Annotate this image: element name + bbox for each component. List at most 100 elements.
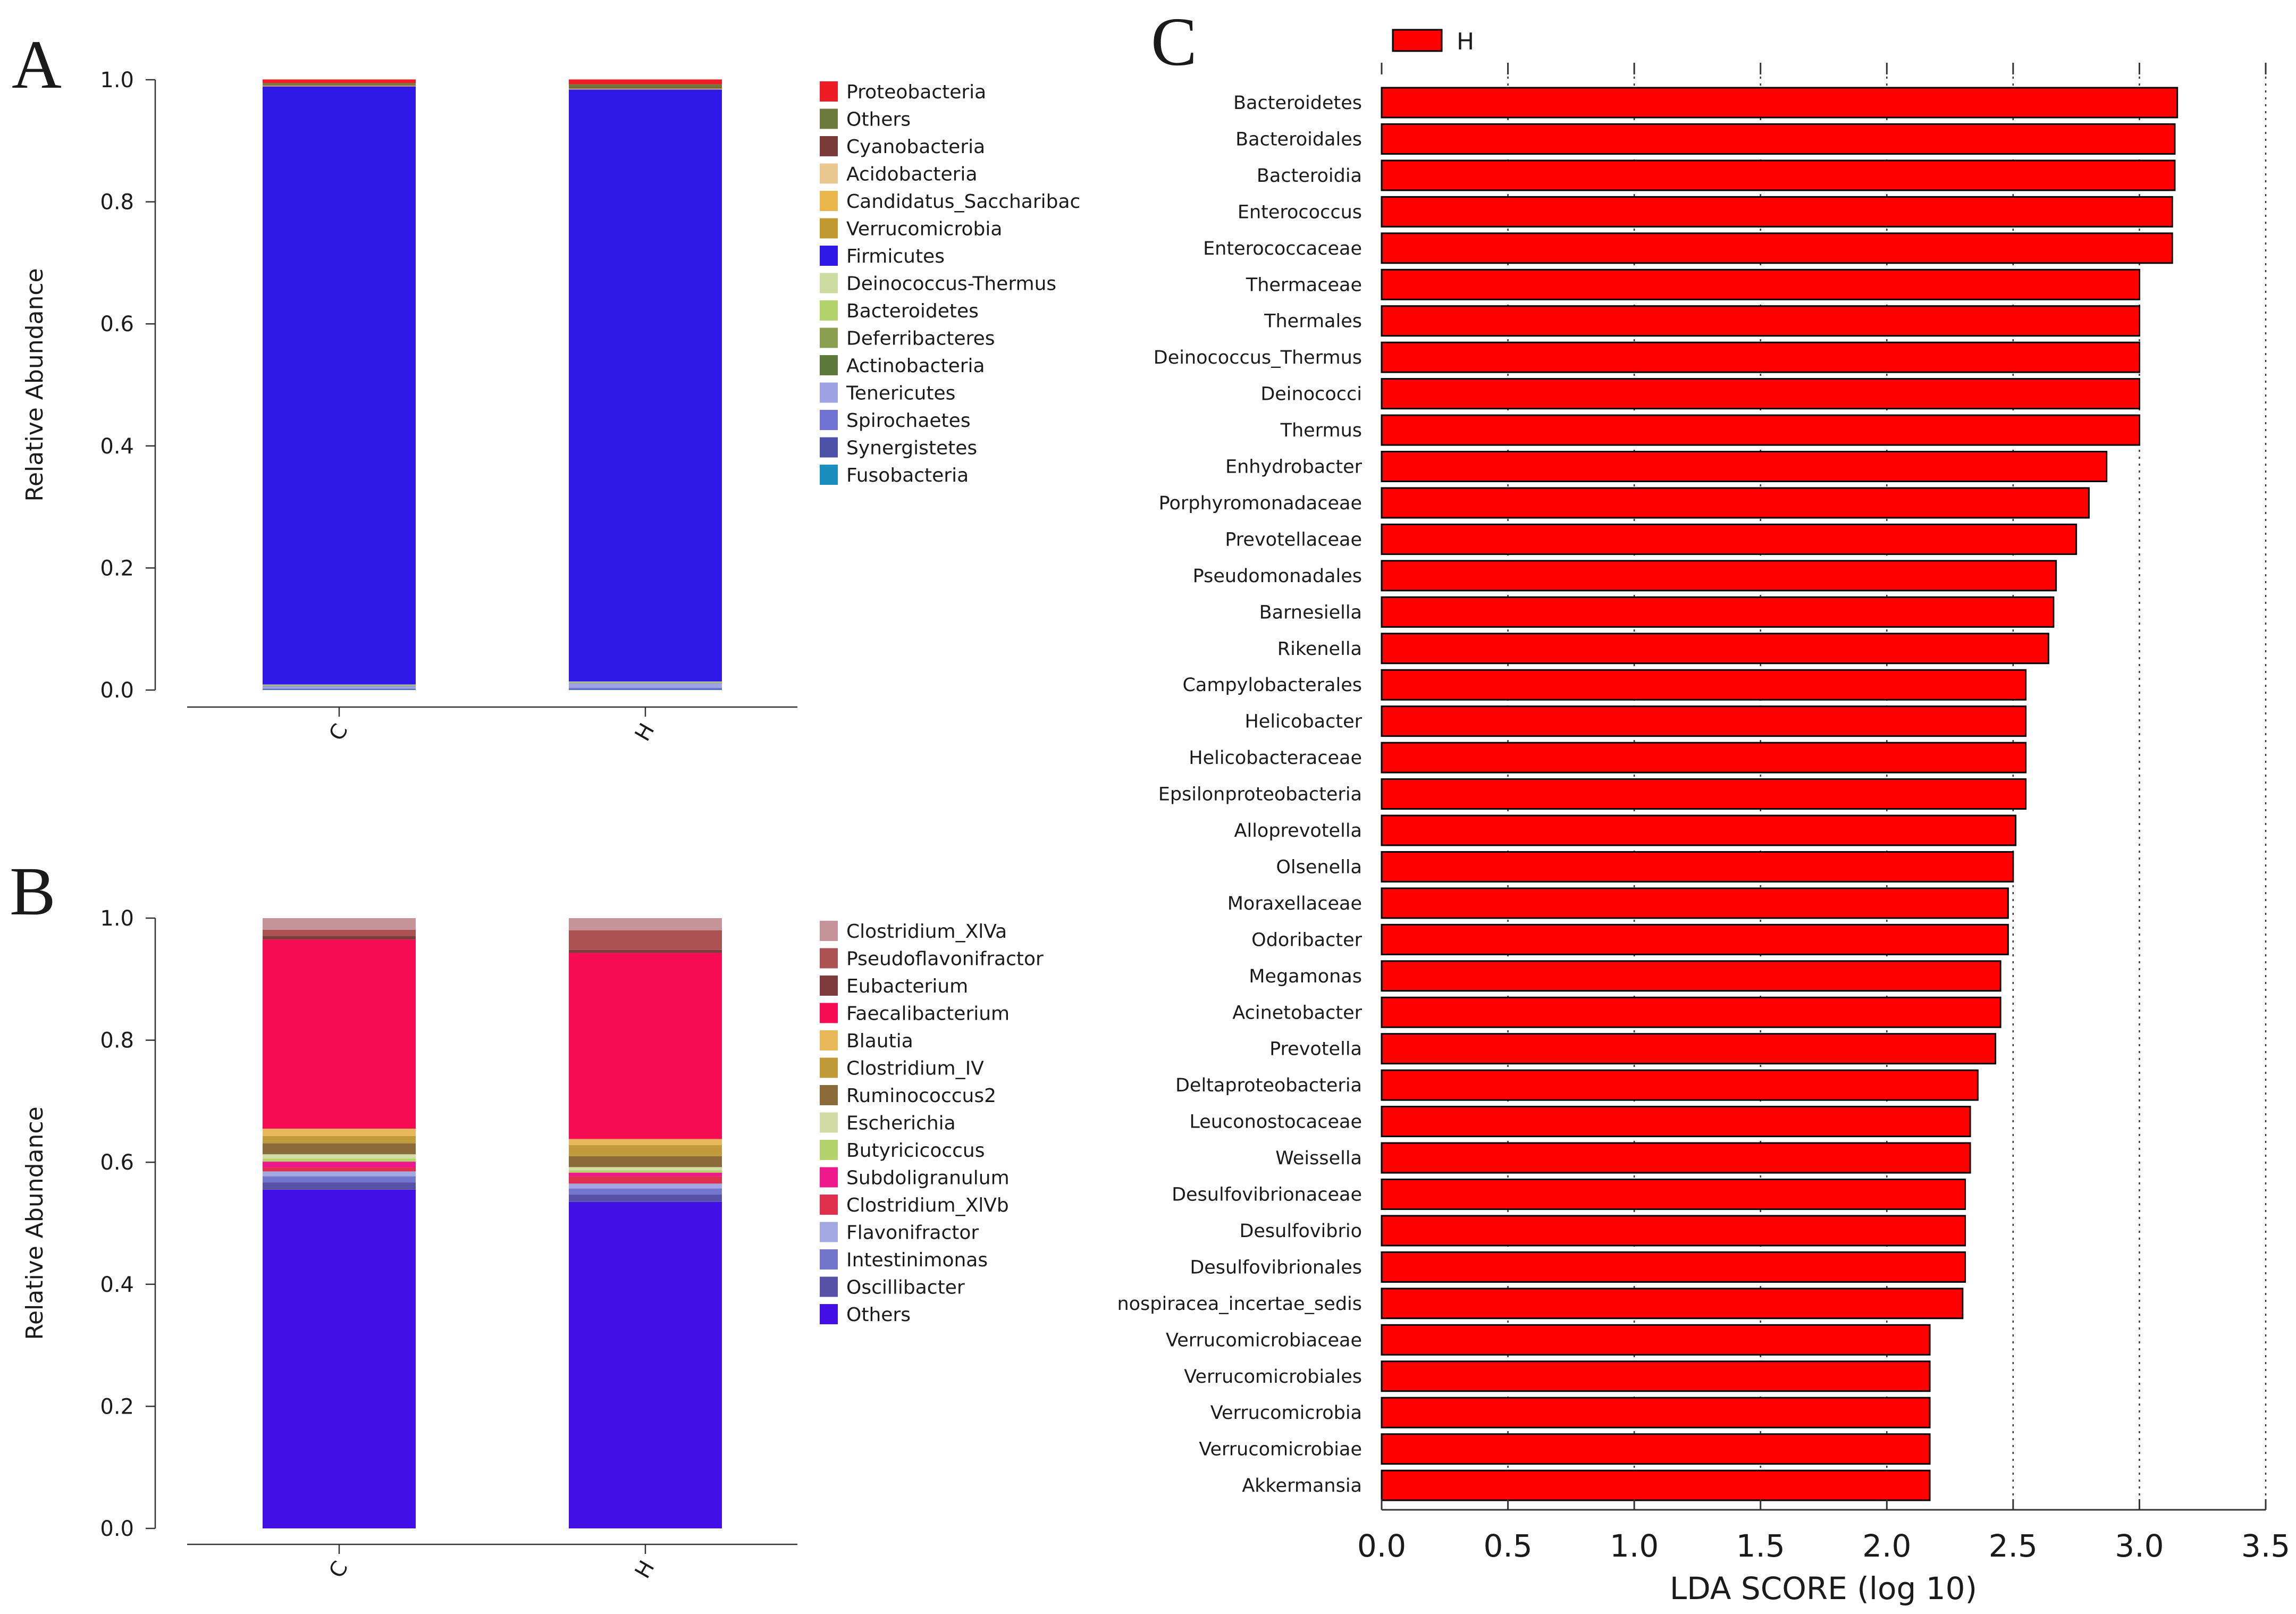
panel-c-category-label-bacteroidales: Bacteroidales	[1235, 129, 1362, 150]
panel-b-bar-segment-h-eubacterium	[569, 949, 722, 953]
panel-c-bar-verrucomicrobiales	[1381, 1360, 1931, 1392]
panel-a-bar-segment-h-others	[569, 84, 722, 88]
panel-a-bar-segment-c-tenericutes	[263, 686, 416, 689]
panel-c-bar-alloprevotella	[1381, 814, 2017, 846]
panel-c-category-label-epsilonproteobacteria: Epsilonproteobacteria	[1158, 784, 1362, 805]
panel-c-category-label-rikenella: Rikenella	[1277, 638, 1362, 660]
panel-a-bar-segment-h-synergistetes	[569, 689, 722, 690]
panel-c-x-tick-label: 1.5	[1736, 1528, 1785, 1564]
panel-a-legend-swatch-actinobacteria	[820, 355, 838, 375]
panel-b-bar-segment-c-oscillibacter	[263, 1182, 416, 1190]
panel-c-x-tick-label: 1.0	[1610, 1528, 1659, 1564]
panel-c-category-label-thermus: Thermus	[1280, 420, 1362, 441]
panel-b-legend-label-faecalibacterium: Faecalibacterium	[846, 1003, 1010, 1025]
panel-b-legend-swatch-faecalibacterium	[820, 1003, 838, 1023]
panel-b-bar-segment-h-flavonifractor	[569, 1183, 722, 1189]
panel-c-lda-bar-chart: C Bacteroidetes Bacteroidales Bacteroidia E…	[1117, 4, 2290, 1607]
panel-c-category-label-desulfovibrio: Desulfovibrio	[1239, 1221, 1362, 1242]
panel-a-legend-label-tenericutes: Tenericutes	[846, 383, 955, 405]
panel-b-bar-segment-c-eubacterium	[263, 936, 416, 940]
panel-b-bar-segment-h-faecalibacterium	[569, 953, 722, 1139]
panel-c-bar-thermales	[1381, 305, 2140, 337]
panel-c-category-label-megamonas: Megamonas	[1249, 966, 1362, 987]
panel-a-legend-label-spirochaetes: Spirochaetes	[846, 410, 971, 432]
panel-letter-b: B	[10, 853, 56, 930]
panel-a-bar-segment-h-bacteroidetes	[569, 682, 722, 683]
panel-b-y-tick-label: 0.6	[100, 1150, 134, 1175]
panel-a-legend-swatch-acidobacteria	[820, 163, 838, 184]
panel-c-x-tick-label: 0.0	[1357, 1528, 1406, 1564]
panel-b-legend-swatch-oscillibacter	[820, 1276, 838, 1297]
panel-b-legend-label-clostridium-iv: Clostridium_IV	[846, 1058, 984, 1080]
panel-c-category-label-deinococcus-thermus: Deinococcus_Thermus	[1154, 347, 1362, 368]
panel-b-legend-label-subdoligranulum: Subdoligranulum	[846, 1167, 1010, 1189]
panel-b-legend-swatch-clostridium-iv	[820, 1057, 838, 1078]
panel-a-bar-segment-c-proteobacteria	[263, 79, 416, 83]
panel-c-category-label-verrucomicrobiales: Verrucomicrobiales	[1184, 1366, 1362, 1388]
panel-c-bar-odoribacter	[1381, 923, 2009, 955]
panel-a-bar-segment-c-firmicutes	[263, 86, 416, 685]
panel-a-bar-segment-c-spirochaetes	[263, 688, 416, 690]
panel-a-bar-segment-h-tenericutes	[569, 683, 722, 688]
panel-b-y-tick-label: 0.4	[100, 1273, 134, 1297]
panel-c-x-tick-label: 3.5	[2241, 1528, 2290, 1564]
panel-c-legend-swatch-h	[1392, 29, 1443, 52]
panel-a-bar-segment-c-synergistetes	[263, 689, 416, 690]
panel-b-legend-label-pseudoflavonifractor: Pseudoflavonifractor	[846, 948, 1044, 970]
panel-b-bar-segment-c-ruminococcus2	[263, 1143, 416, 1155]
panel-c-category-label-weissella: Weissella	[1275, 1148, 1362, 1169]
panel-c-category-label-verrucomicrobia: Verrucomicrobia	[1210, 1402, 1362, 1424]
panel-b-bar-segment-h-clostridium-iv	[569, 1145, 722, 1156]
panel-a-legend-label-others: Others	[846, 109, 911, 131]
panel-b-bar-segment-c-subdoligranulum	[263, 1162, 416, 1168]
panel-a-legend-label-bacteroidetes: Bacteroidetes	[846, 300, 979, 322]
panel-c-category-label-deinococci: Deinococci	[1260, 384, 1362, 405]
panel-c-x-tick-label: 2.5	[1989, 1528, 2038, 1564]
panel-b-legend-label-blautia: Blautia	[846, 1030, 913, 1052]
panel-b-bar-segment-h-clostridium-xlvb	[569, 1176, 722, 1184]
panel-c-category-label-desulfovibrionaceae: Desulfovibrionaceae	[1172, 1184, 1362, 1206]
panel-b-legend-swatch-eubacterium	[820, 976, 838, 996]
panel-a-legend-label-proteobacteria: Proteobacteria	[846, 81, 986, 103]
panel-c-category-label-prevotella: Prevotella	[1269, 1039, 1362, 1060]
panel-c-bar-prevotellaceae	[1381, 523, 2078, 555]
panel-c-category-label-campylobacterales: Campylobacterales	[1182, 675, 1362, 696]
panel-b-legend-swatch-pseudoflavonifractor	[820, 948, 838, 969]
panel-b-y-tick-label: 0.0	[100, 1517, 134, 1541]
panel-a-legend-label-actinobacteria: Actinobacteria	[846, 355, 985, 377]
panel-a-y-tick-label: 0.2	[100, 556, 134, 581]
panel-b-bar-segment-c-pseudoflavonifractor	[263, 929, 416, 936]
panel-b-bar-segment-c-blautia	[263, 1129, 416, 1136]
panel-b-bar-segment-h-blautia	[569, 1139, 722, 1146]
panel-a-bar-segment-h-firmicutes	[569, 89, 722, 682]
panel-c-bar-verrucomicrobiaceae	[1381, 1324, 1931, 1356]
panel-b-bar-segment-c-intestinimonas	[263, 1176, 416, 1183]
panel-c-x-tick-label: 3.0	[2115, 1528, 2164, 1564]
panel-c-bar-weissella	[1381, 1142, 1971, 1174]
panel-b-legend-swatch-escherichia	[820, 1112, 838, 1133]
panel-c-bar-desulfovibrionaceae	[1381, 1179, 1966, 1210]
panel-c-bar-acinetobacter	[1381, 996, 2001, 1028]
panel-a-legend-label-candidatus-saccharibac: Candidatus_Saccharibac	[846, 191, 1080, 213]
panel-b-legend-label-flavonifractor: Flavonifractor	[846, 1222, 979, 1244]
panel-c-bar-enterococcus	[1381, 196, 2173, 228]
panel-b-bar-segment-c-flavonifractor	[263, 1171, 416, 1176]
panel-b-legend-label-clostridium-xlvb: Clostridium_XlVb	[846, 1195, 1009, 1216]
panel-c-bar-verrucomicrobiae	[1381, 1433, 1931, 1465]
panel-c-bar-thermus	[1381, 414, 2140, 446]
panel-b-legend-label-clostridium-xlva: Clostridium_XlVa	[846, 921, 1007, 943]
panel-c-bar-helicobacter	[1381, 705, 2027, 737]
panel-c-category-label-enterococcaceae: Enterococcaceae	[1203, 238, 1362, 259]
panel-c-bar-porphyromonadaceae	[1381, 487, 2090, 519]
panel-a-legend-swatch-deferribacteres	[820, 327, 838, 348]
panel-b-legend-label-butyricicoccus: Butyricicoccus	[846, 1140, 985, 1162]
panel-a-legend-swatch-others	[820, 108, 838, 129]
panel-a-legend-label-synergistetes: Synergistetes	[846, 438, 977, 459]
panel-c-category-label-moraxellaceae: Moraxellaceae	[1227, 893, 1362, 914]
panel-c-bar-deinococci	[1381, 378, 2140, 410]
panel-a-legend-swatch-tenericutes	[820, 382, 838, 403]
panel-a-y-axis-label: Relative Abundance	[21, 268, 48, 501]
panel-c-bar-akkermansia	[1381, 1469, 1931, 1501]
panel-c-bar-prevotella	[1381, 1033, 1997, 1065]
panel-c-legend-label-h: H	[1457, 28, 1474, 55]
